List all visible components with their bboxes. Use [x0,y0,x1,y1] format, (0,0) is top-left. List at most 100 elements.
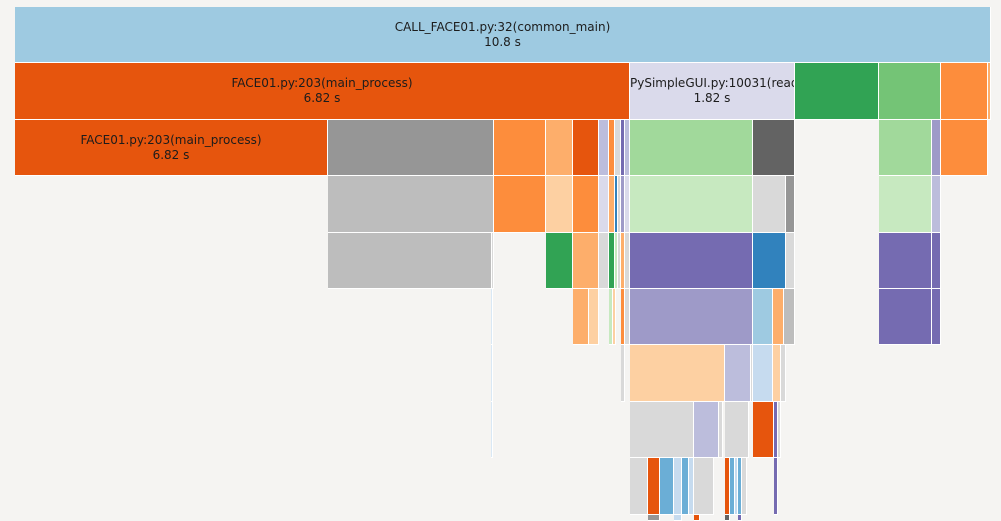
frame-block[interactable] [621,233,625,289]
frame-block[interactable] [615,233,618,289]
frame-block[interactable] [753,120,795,176]
frame-block[interactable] [774,402,778,458]
frame-block[interactable] [618,176,621,233]
frame-block[interactable] [773,289,784,345]
frame-block[interactable] [494,120,546,176]
frame-block[interactable] [573,176,599,233]
frame-block[interactable] [988,63,991,120]
frame-block[interactable] [609,176,615,233]
frame-block[interactable] [589,289,599,345]
frame-block[interactable] [795,63,879,120]
frame-block[interactable] [941,63,988,120]
frame-block[interactable] [751,345,753,402]
frame-block[interactable] [573,289,589,345]
frame-block[interactable] [941,120,988,176]
frame-block[interactable] [742,458,747,515]
frame-block[interactable] [328,120,494,176]
frame-block[interactable] [630,176,753,233]
frame-block[interactable] [781,345,786,402]
frame-block[interactable] [618,233,621,289]
frame-common-main[interactable]: CALL_FACE01.py:32(common_main) 10.8 s [15,7,991,63]
frame-block[interactable] [625,120,630,176]
frame-block[interactable] [609,289,613,345]
frame-block[interactable] [879,289,932,345]
frame-block[interactable] [932,120,941,176]
frame-block[interactable] [494,176,546,233]
frame-block[interactable] [573,120,599,176]
frame-block[interactable] [753,176,786,233]
frame-block[interactable] [615,176,618,233]
frame-block[interactable] [932,289,941,345]
frame-name: PySimpleGUI.py:10031(read) [630,76,795,90]
frame-block[interactable] [630,345,725,402]
frame-block[interactable] [630,458,648,515]
frame-block[interactable] [753,233,786,289]
frame-block[interactable] [738,458,742,515]
frame-block[interactable] [609,120,615,176]
frame-block[interactable] [784,289,795,345]
frame-block[interactable] [630,233,753,289]
frame-block[interactable] [753,345,773,402]
frame-block[interactable] [630,289,753,345]
frame-block[interactable] [879,176,932,233]
frame-block[interactable] [774,458,778,515]
frame-main-process-inner[interactable]: FACE01.py:203(main_process) 6.82 s [15,120,328,176]
frame-psg-read[interactable]: PySimpleGUI.py:10031(read) 1.82 s [630,63,795,120]
frame-block[interactable] [694,458,714,515]
frame-block[interactable] [609,233,615,289]
frame-block[interactable] [648,515,660,521]
frame-block[interactable] [932,176,941,233]
frame-block[interactable] [492,233,494,289]
frame-block[interactable] [648,458,660,515]
frame-block[interactable] [621,345,625,402]
frame-block[interactable] [599,120,609,176]
frame-block[interactable] [753,402,774,458]
frame-block[interactable] [625,233,630,289]
frame-block[interactable] [491,402,493,458]
frame-block[interactable] [689,458,694,515]
frame-block[interactable] [725,515,730,521]
frame-block[interactable] [546,233,573,289]
frame-block[interactable] [682,458,689,515]
frame-block[interactable] [625,289,630,345]
frame-block[interactable] [630,120,753,176]
frame-block[interactable] [932,233,941,289]
frame-block[interactable] [735,458,738,515]
frame-block[interactable] [491,345,493,402]
frame-block[interactable] [328,176,494,233]
frame-block[interactable] [546,176,573,233]
frame-block[interactable] [621,120,625,176]
frame-block[interactable] [621,289,625,345]
frame-block[interactable] [599,233,609,289]
frame-block[interactable] [328,233,492,289]
frame-block[interactable] [786,233,795,289]
frame-main-process[interactable]: FACE01.py:203(main_process) 6.82 s [15,63,630,120]
frame-block[interactable] [573,233,599,289]
frame-block[interactable] [879,120,932,176]
frame-block[interactable] [879,63,941,120]
frame-block[interactable] [491,289,493,345]
frame-block[interactable] [621,176,625,233]
frame-block[interactable] [674,515,682,521]
frame-block[interactable] [599,176,609,233]
frame-block[interactable] [660,458,674,515]
frame-block[interactable] [719,402,723,458]
frame-block[interactable] [615,120,621,176]
frame-block[interactable] [786,176,795,233]
frame-block[interactable] [730,458,735,515]
frame-block[interactable] [725,458,730,515]
frame-block[interactable] [694,515,700,521]
frame-block[interactable] [630,402,694,458]
frame-block[interactable] [725,345,751,402]
frame-block[interactable] [625,176,630,233]
frame-block[interactable] [753,289,773,345]
frame-block[interactable] [773,345,781,402]
frame-block[interactable] [613,289,616,345]
frame-block[interactable] [725,402,749,458]
frame-block[interactable] [546,120,573,176]
frame-block[interactable] [694,402,719,458]
frame-block[interactable] [738,515,742,521]
frame-block[interactable] [879,233,932,289]
frame-block[interactable] [674,458,682,515]
frame-block[interactable] [778,402,781,458]
